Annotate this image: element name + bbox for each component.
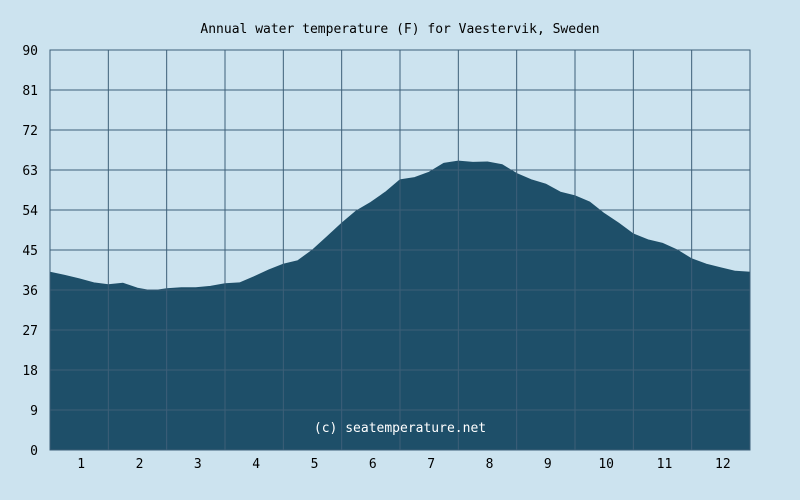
- y-tick-label: 54: [22, 204, 38, 219]
- x-tick-label: 8: [486, 457, 494, 472]
- x-tick-label: 12: [715, 457, 731, 472]
- x-tick-label: 3: [194, 457, 202, 472]
- grid-lines: [50, 49, 750, 451]
- y-tick-label: 27: [22, 324, 38, 339]
- y-tick-label: 0: [30, 444, 38, 459]
- y-tick-label: 63: [22, 164, 38, 179]
- x-tick-label: 9: [544, 457, 552, 472]
- x-tick-label: 11: [657, 457, 673, 472]
- y-tick-label: 81: [22, 84, 38, 99]
- y-tick-label: 72: [22, 124, 38, 139]
- x-tick-label: 5: [311, 457, 319, 472]
- x-tick-label: 2: [136, 457, 144, 472]
- chart-title: Annual water temperature (F) for Vaester…: [200, 22, 599, 37]
- x-tick-label: 1: [77, 457, 85, 472]
- plot-border: [49, 49, 751, 451]
- y-tick-label: 90: [22, 44, 38, 59]
- y-tick-label: 36: [22, 284, 38, 299]
- x-tick-label: 7: [427, 457, 435, 472]
- y-axis-ticks: 0 9 18 27 36 45 54 63 72 81 90: [22, 44, 38, 459]
- credit-text: (c) seatemperature.net: [314, 421, 486, 436]
- y-tick-label: 18: [22, 364, 38, 379]
- x-tick-label: 10: [598, 457, 614, 472]
- x-axis-ticks: 1 2 3 4 5 6 7 8 9 10 11 12: [77, 457, 730, 472]
- y-tick-label: 45: [22, 244, 38, 259]
- x-tick-label: 6: [369, 457, 377, 472]
- y-tick-label: 9: [30, 404, 38, 419]
- x-tick-label: 4: [252, 457, 260, 472]
